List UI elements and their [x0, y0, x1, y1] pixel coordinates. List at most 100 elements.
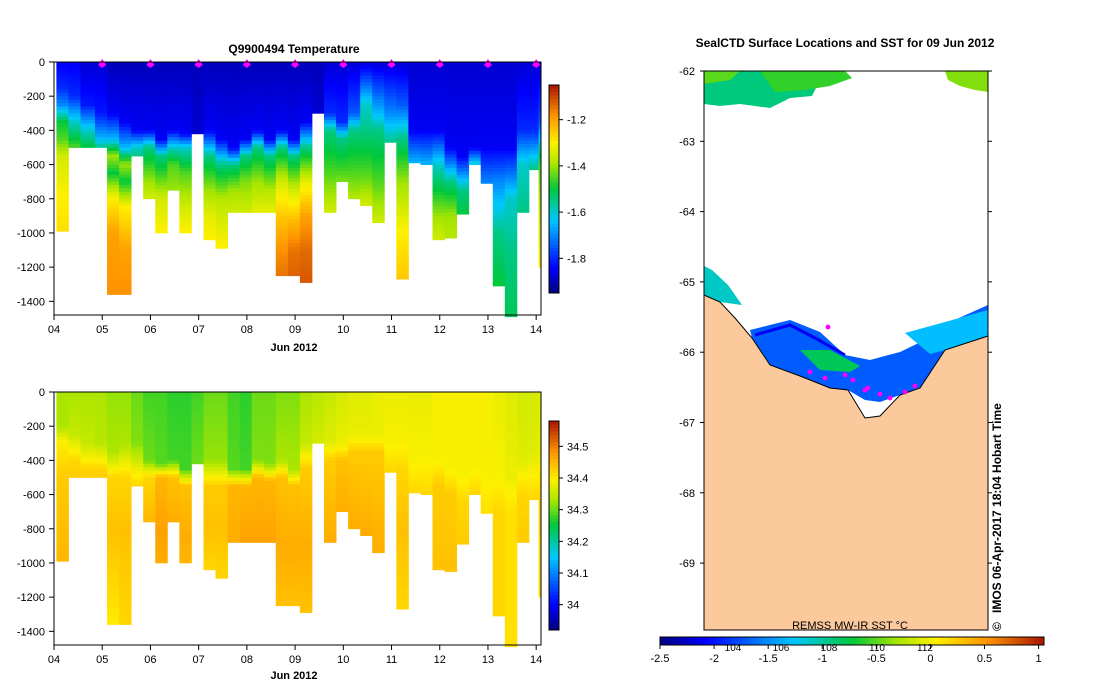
- heatmap-cell: [275, 130, 289, 135]
- heatmap-cell: [504, 308, 518, 312]
- heatmap-cell: [420, 126, 433, 131]
- heatmap-cell: [396, 164, 409, 169]
- heatmap-cell: [324, 82, 337, 87]
- heatmap-cell: [143, 415, 156, 420]
- heatmap-cell: [251, 130, 265, 135]
- heatmap-cell: [444, 487, 458, 492]
- heatmap-cell: [432, 549, 445, 554]
- heatmap-cell: [504, 277, 518, 282]
- heatmap-cell: [516, 195, 530, 200]
- sst-colorbar-tick-label: 1: [1036, 653, 1042, 665]
- heatmap-cell: [396, 535, 409, 540]
- heatmap-cell: [239, 474, 253, 478]
- heatmap-cell: [408, 92, 421, 97]
- heatmap-cell: [107, 68, 120, 73]
- heatmap-cell: [348, 439, 361, 444]
- heatmap-cell: [324, 92, 337, 97]
- colorbar-band: [549, 286, 559, 291]
- heatmap-cell: [107, 429, 120, 434]
- heatmap-cell: [408, 433, 421, 437]
- heatmap-cell: [444, 236, 458, 239]
- heatmap-cell: [504, 562, 518, 567]
- heatmap-cell: [263, 185, 277, 189]
- heatmap-cell: [504, 171, 518, 176]
- heatmap-cell: [538, 62, 542, 66]
- heatmap-cell: [239, 528, 253, 533]
- heatmap-cell: [372, 501, 385, 506]
- heatmap-cell: [432, 525, 445, 530]
- sst-colorbar-band: [712, 637, 719, 645]
- heatmap-cell: [480, 501, 494, 506]
- heatmap-cell: [119, 477, 132, 482]
- heatmap-cell: [299, 130, 313, 135]
- heatmap-cell: [287, 422, 301, 427]
- heatmap-cell: [299, 443, 313, 448]
- heatmap-cell: [119, 174, 132, 179]
- heatmap-cell: [143, 92, 156, 97]
- heatmap-cell: [287, 171, 301, 176]
- heatmap-cell: [348, 453, 361, 458]
- heatmap-cell: [94, 68, 108, 73]
- heatmap-cell: [203, 422, 216, 427]
- heatmap-cell: [263, 72, 277, 77]
- heatmap-cell: [131, 103, 144, 107]
- heatmap-cell: [480, 150, 494, 155]
- heatmap-cell: [504, 624, 518, 629]
- x-tick-label: 14: [530, 324, 542, 336]
- heatmap-cell: [372, 467, 385, 472]
- heatmap-cell: [420, 85, 433, 90]
- heatmap-cell: [299, 250, 313, 254]
- profile-column: [444, 392, 458, 572]
- heatmap-cell: [538, 79, 542, 83]
- heatmap-cell: [56, 65, 69, 70]
- heatmap-cell: [275, 583, 289, 588]
- heatmap-cell: [191, 429, 204, 434]
- heatmap-cell: [444, 68, 458, 73]
- heatmap-cell: [348, 62, 361, 66]
- heatmap-cell: [420, 426, 433, 431]
- heatmap-cell: [107, 566, 120, 571]
- heatmap-cell: [107, 600, 120, 605]
- heatmap-cell: [227, 532, 241, 536]
- heatmap-cell: [263, 82, 277, 87]
- heatmap-cell: [203, 202, 216, 206]
- heatmap-cell: [432, 398, 445, 403]
- heatmap-cell: [492, 185, 506, 189]
- heatmap-cell: [107, 446, 120, 451]
- profile-column: [311, 62, 325, 114]
- sst-colorbar-band: [741, 637, 747, 645]
- heatmap-cell: [516, 68, 530, 73]
- heatmap-cell: [372, 433, 385, 437]
- sst-colorbar-band: [957, 637, 963, 645]
- heatmap-cell: [179, 545, 192, 550]
- heatmap-cell: [299, 539, 313, 543]
- heatmap-cell: [336, 443, 349, 448]
- profile-column: [432, 62, 445, 241]
- heatmap-cell: [119, 256, 132, 261]
- sst-colorbar-band: [727, 637, 733, 645]
- heatmap-cell: [107, 436, 120, 441]
- heatmap-cell: [324, 144, 337, 148]
- heatmap-cell: [80, 89, 96, 94]
- heatmap-cell: [287, 494, 301, 499]
- heatmap-cell: [444, 164, 458, 169]
- heatmap-cell: [348, 106, 361, 111]
- x-tick-label: 05: [96, 324, 108, 336]
- heatmap-cell: [203, 491, 216, 495]
- heatmap-cell: [119, 480, 132, 485]
- heatmap-cell: [179, 92, 192, 97]
- heatmap-cell: [456, 79, 470, 83]
- heatmap-cell: [227, 405, 241, 410]
- heatmap-cell: [275, 497, 289, 502]
- heatmap-cell: [299, 480, 313, 485]
- heatmap-cell: [215, 528, 228, 533]
- heatmap-cell: [287, 552, 301, 557]
- heatmap-cell: [275, 429, 289, 434]
- heatmap-cell: [432, 409, 445, 413]
- heatmap-cell: [504, 202, 518, 206]
- heatmap-cell: [456, 422, 470, 427]
- heatmap-cell: [155, 439, 168, 444]
- heatmap-cell: [384, 65, 397, 70]
- heatmap-cell: [287, 157, 301, 162]
- heatmap-cell: [179, 422, 192, 427]
